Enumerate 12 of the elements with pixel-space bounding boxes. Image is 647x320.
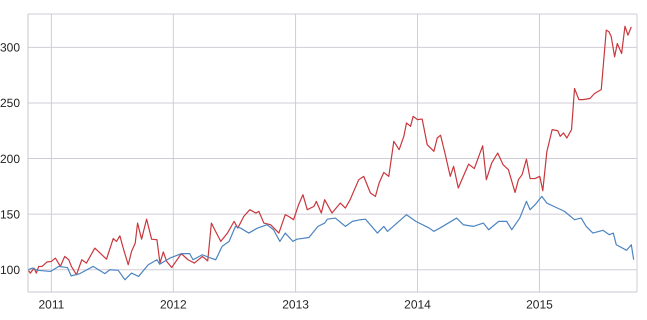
line-series xyxy=(28,196,634,280)
line-series xyxy=(28,26,632,276)
x-tick-label: 2014 xyxy=(404,298,432,312)
x-tick-label: 2015 xyxy=(526,298,554,312)
y-tick-label: 250 xyxy=(0,96,20,110)
y-tick-label: 200 xyxy=(0,152,20,166)
y-tick-label: 150 xyxy=(0,207,20,222)
y-tick-label: 100 xyxy=(0,263,20,278)
y-tick-label: 300 xyxy=(0,40,20,55)
x-tick-label: 2012 xyxy=(160,298,187,312)
x-tick-label: 2013 xyxy=(282,298,310,312)
x-tick-label: 2011 xyxy=(38,298,65,312)
